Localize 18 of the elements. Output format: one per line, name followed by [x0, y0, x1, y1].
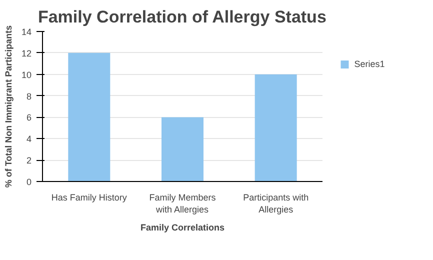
- y-tick-label: 0: [26, 177, 32, 187]
- chart-title: Family Correlation of Allergy Status: [38, 8, 326, 26]
- x-axis-title: Family Correlations: [140, 222, 225, 232]
- x-tick-label: Participants with Allergies: [243, 192, 309, 214]
- x-tick-label: Family Members with Allergies: [149, 192, 216, 214]
- y-tick-label: 4: [26, 134, 32, 144]
- bar: [68, 52, 110, 182]
- x-tick-label: Has Family History: [51, 192, 128, 202]
- y-tick-label: 8: [26, 91, 32, 102]
- y-tick-label: 6: [26, 112, 32, 123]
- y-tick-label: 14: [21, 27, 32, 37]
- bar: [254, 74, 297, 182]
- y-tick-label: 10: [21, 70, 32, 80]
- legend-label: Series1: [354, 58, 385, 68]
- y-tick-label: 2: [26, 156, 32, 166]
- y-axis-title: % of Total Non Immigrant Participants: [3, 25, 14, 188]
- y-tick-label: 12: [21, 48, 32, 58]
- bar: [162, 117, 204, 182]
